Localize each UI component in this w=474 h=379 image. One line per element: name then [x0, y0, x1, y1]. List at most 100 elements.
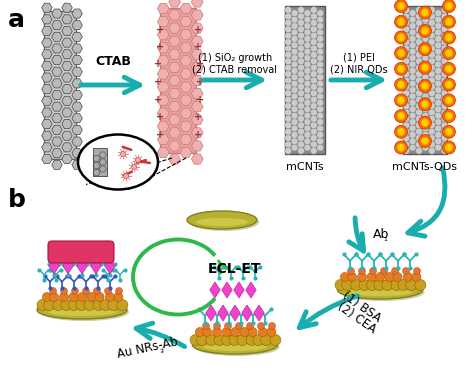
Circle shape [422, 61, 429, 68]
Circle shape [382, 279, 393, 290]
Circle shape [403, 83, 410, 90]
Circle shape [285, 115, 292, 122]
Circle shape [304, 35, 311, 42]
Circle shape [291, 106, 298, 113]
Circle shape [298, 70, 304, 77]
Circle shape [291, 16, 298, 23]
Circle shape [416, 77, 422, 84]
Circle shape [310, 13, 317, 20]
Circle shape [49, 293, 58, 302]
Circle shape [298, 128, 304, 135]
Circle shape [291, 93, 298, 100]
Circle shape [291, 119, 298, 125]
Polygon shape [42, 38, 52, 47]
Polygon shape [62, 38, 72, 47]
Circle shape [317, 16, 324, 23]
Text: +: + [156, 25, 164, 35]
Circle shape [42, 293, 51, 302]
Circle shape [236, 323, 243, 329]
Text: mCNTs: mCNTs [286, 162, 324, 172]
Circle shape [335, 279, 346, 290]
Ellipse shape [187, 211, 257, 229]
Circle shape [310, 64, 317, 71]
Circle shape [435, 67, 442, 74]
Circle shape [419, 98, 431, 111]
Circle shape [403, 19, 410, 26]
Circle shape [310, 103, 317, 110]
Polygon shape [77, 258, 87, 274]
Text: +: + [156, 42, 164, 52]
Polygon shape [191, 10, 203, 20]
Circle shape [435, 61, 442, 68]
Text: b: b [8, 188, 26, 212]
Circle shape [104, 288, 111, 294]
Circle shape [403, 32, 410, 39]
Circle shape [428, 13, 435, 20]
Text: +: + [196, 77, 204, 87]
Circle shape [416, 103, 422, 110]
Circle shape [291, 86, 298, 93]
Polygon shape [234, 282, 244, 298]
Circle shape [298, 58, 304, 64]
Circle shape [416, 32, 422, 39]
Circle shape [435, 35, 442, 42]
Circle shape [428, 64, 435, 71]
Ellipse shape [339, 283, 425, 301]
Circle shape [397, 18, 405, 26]
Circle shape [397, 144, 405, 151]
Circle shape [310, 90, 317, 97]
Circle shape [409, 119, 416, 125]
Polygon shape [72, 79, 82, 88]
Circle shape [421, 119, 429, 127]
Polygon shape [52, 67, 62, 76]
Polygon shape [52, 102, 62, 111]
Circle shape [435, 16, 442, 23]
Circle shape [421, 9, 429, 16]
Circle shape [44, 299, 55, 310]
Polygon shape [42, 131, 52, 140]
Circle shape [428, 32, 435, 39]
Circle shape [225, 323, 231, 329]
Circle shape [403, 64, 410, 71]
Circle shape [416, 70, 422, 77]
Circle shape [419, 61, 431, 74]
Circle shape [385, 273, 394, 282]
Circle shape [190, 335, 201, 346]
Circle shape [310, 39, 317, 45]
Circle shape [69, 299, 80, 310]
Circle shape [403, 52, 410, 58]
Text: ECL-ET: ECL-ET [208, 262, 262, 276]
Polygon shape [72, 125, 82, 135]
Circle shape [416, 90, 422, 97]
Circle shape [428, 58, 435, 64]
Polygon shape [72, 44, 82, 53]
Circle shape [317, 99, 324, 106]
Circle shape [120, 152, 126, 157]
Ellipse shape [192, 336, 277, 354]
Polygon shape [62, 155, 72, 163]
Circle shape [317, 106, 324, 113]
Circle shape [291, 112, 298, 119]
Circle shape [422, 35, 429, 42]
Circle shape [441, 6, 448, 13]
Circle shape [285, 83, 292, 90]
Circle shape [285, 58, 292, 64]
Circle shape [415, 279, 426, 290]
Circle shape [435, 86, 442, 93]
Circle shape [317, 61, 324, 68]
Polygon shape [72, 91, 82, 100]
Polygon shape [157, 108, 169, 118]
Polygon shape [191, 102, 203, 112]
Bar [160, 8, 196, 152]
Circle shape [291, 10, 298, 17]
Polygon shape [72, 67, 82, 76]
Polygon shape [91, 258, 101, 274]
Polygon shape [49, 258, 59, 274]
Circle shape [285, 77, 292, 84]
Circle shape [197, 335, 208, 346]
Circle shape [409, 132, 416, 138]
Ellipse shape [203, 343, 267, 351]
Bar [93, 148, 107, 176]
Circle shape [403, 26, 410, 33]
Polygon shape [169, 0, 181, 7]
